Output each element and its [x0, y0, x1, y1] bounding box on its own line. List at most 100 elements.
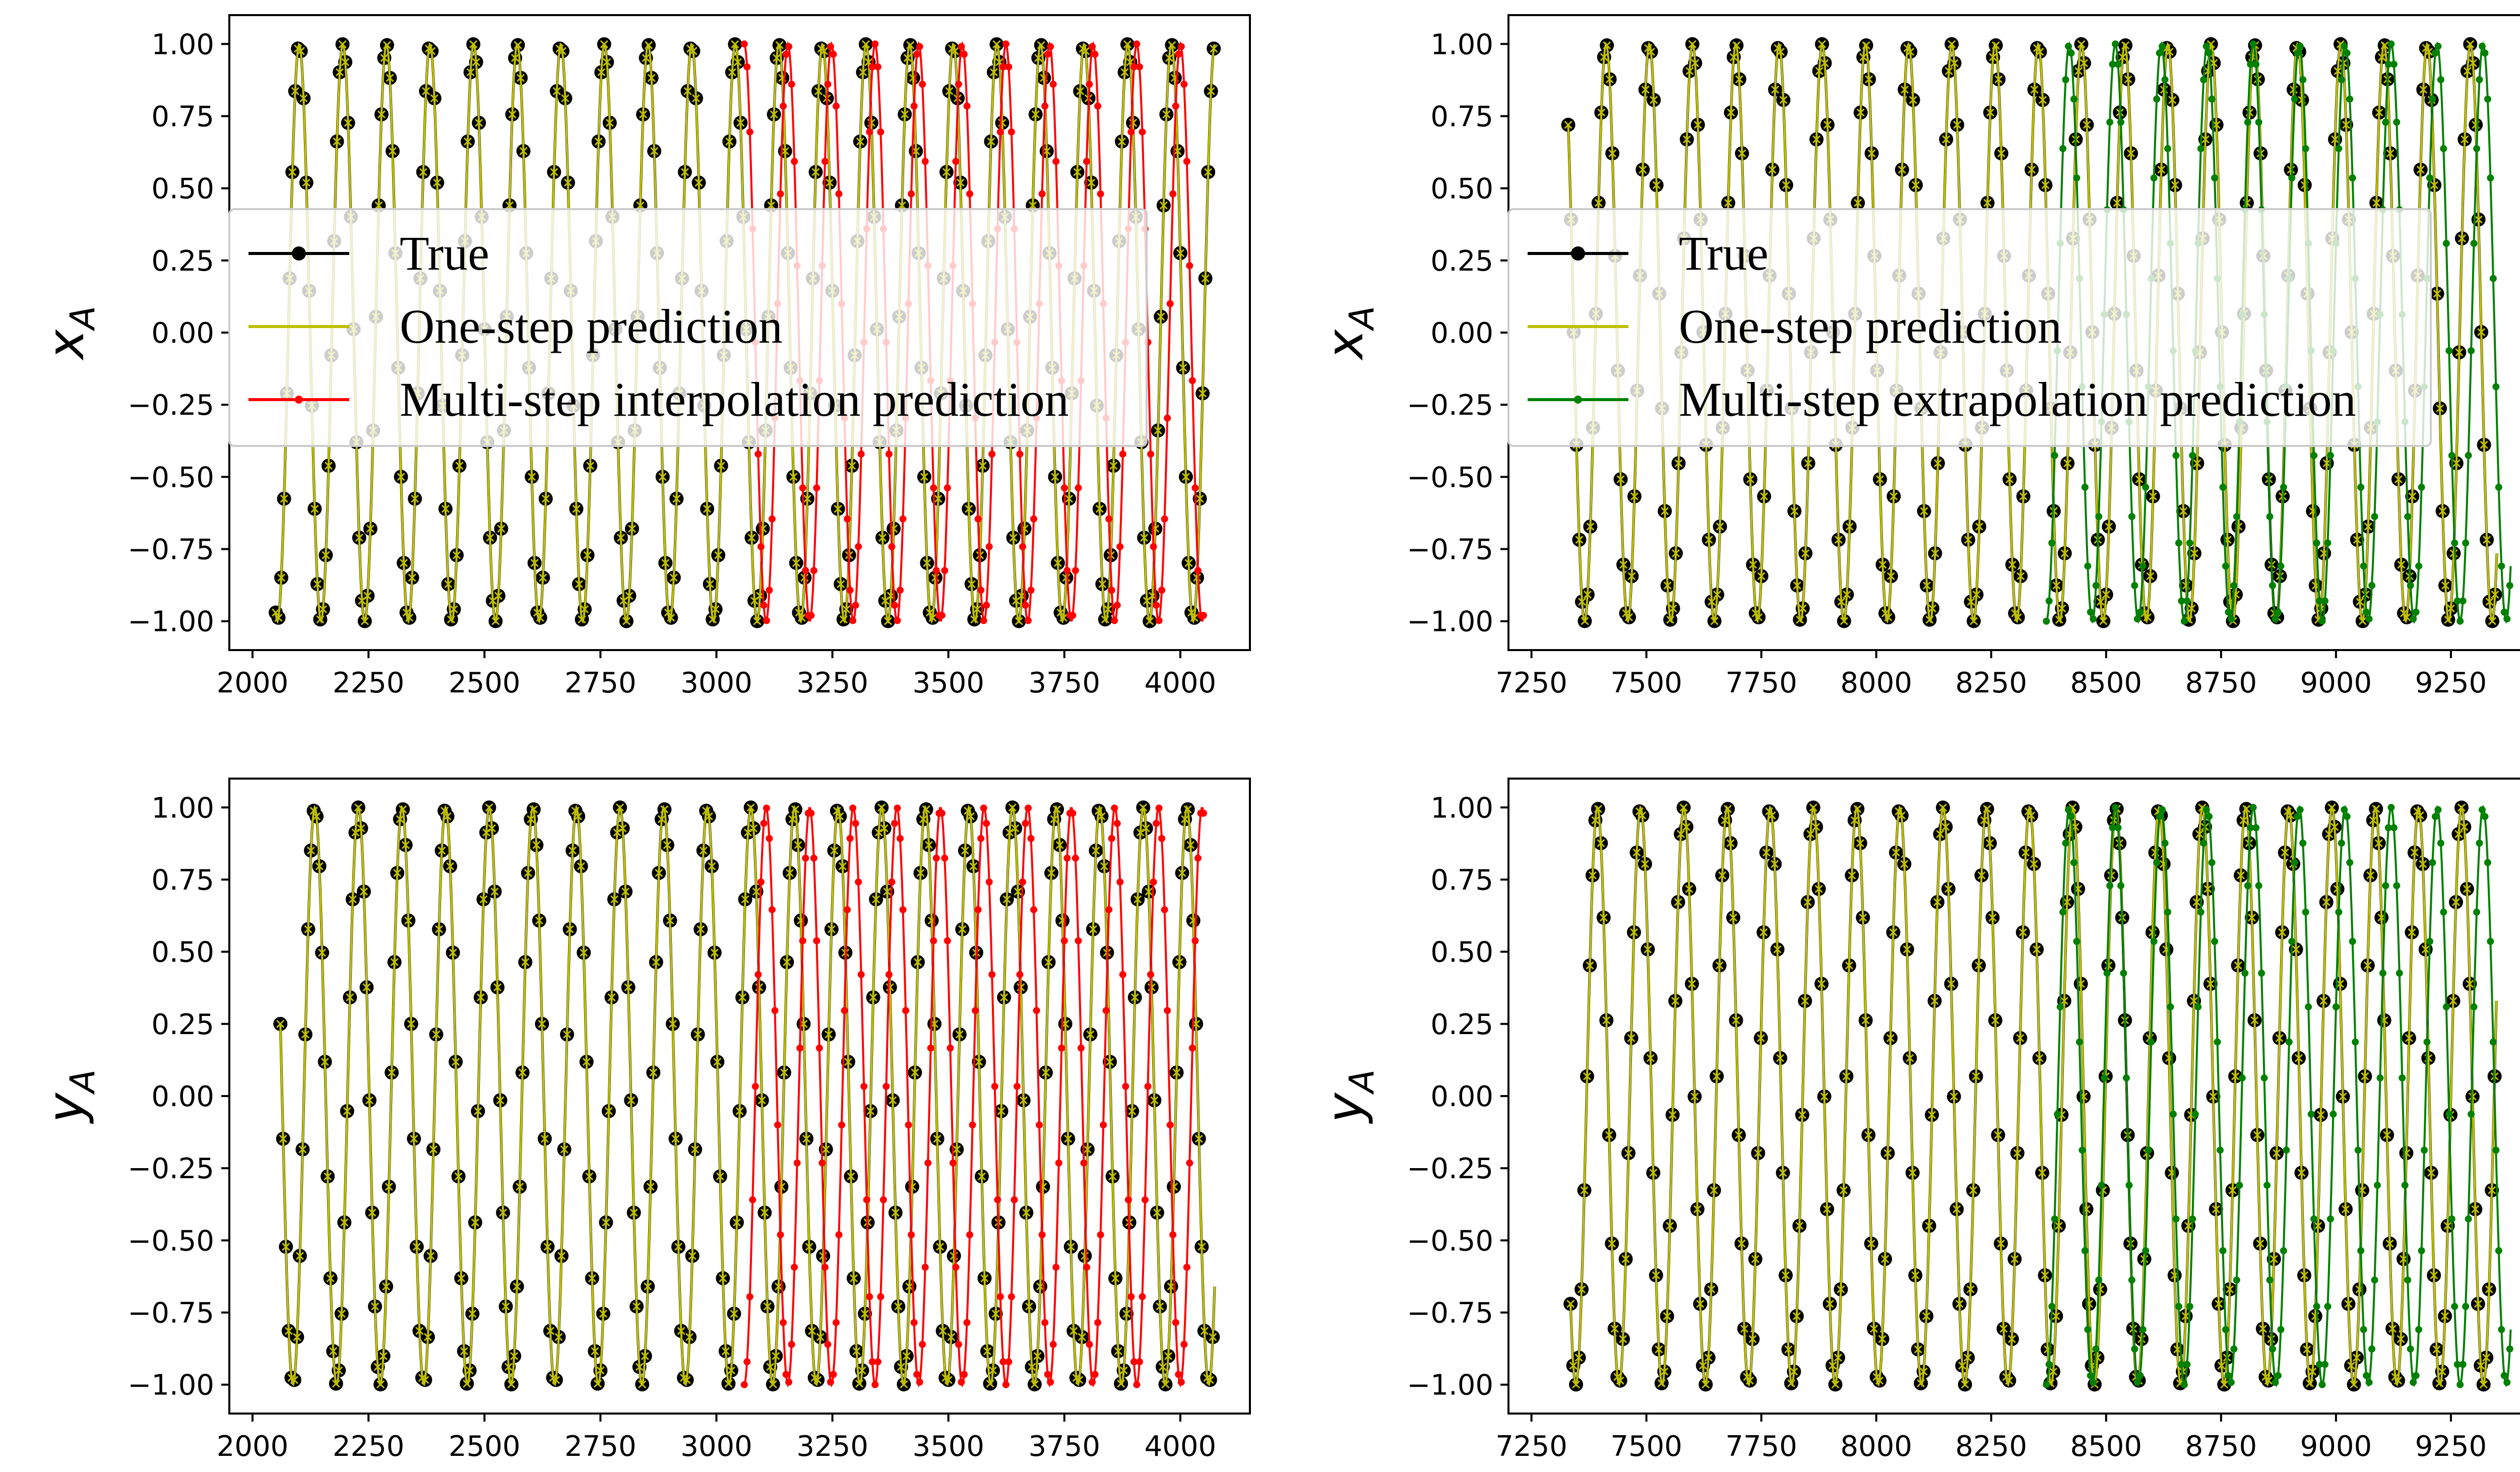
point-one-step [2393, 1376, 2403, 1385]
y-tick-label: 1.00 [1430, 28, 1493, 61]
point-one-step [1972, 1072, 1980, 1080]
point-one-step [1906, 47, 1915, 56]
point-one-step [386, 74, 394, 82]
point-one-step [494, 592, 502, 600]
point-one-step [1666, 1222, 1674, 1230]
point-one-step [605, 118, 614, 127]
series-one_step [276, 803, 1217, 1389]
point-one-step [377, 110, 386, 119]
point-one-step [2432, 1345, 2441, 1354]
point-one-step [633, 1302, 641, 1311]
point-one-step [1790, 1367, 1798, 1376]
point-extrapolation [2227, 1379, 2235, 1386]
x-tick-label: 2500 [449, 667, 521, 699]
point-one-step [2316, 1111, 2325, 1119]
point-one-step [1572, 1380, 1581, 1389]
point-one-step [1109, 462, 1118, 470]
point-one-step [1652, 181, 1661, 189]
point-one-step [849, 1274, 858, 1283]
point-extrapolation [2376, 1074, 2384, 1082]
point-extrapolation [2368, 582, 2376, 589]
series-line-interpolation [743, 807, 1205, 1388]
point-interpolation [1022, 819, 1029, 827]
point-interpolation [952, 158, 960, 165]
point-extrapolation [2197, 145, 2204, 152]
y-tick-label: 0.50 [151, 936, 214, 969]
point-one-step [1817, 980, 1826, 988]
point-extrapolation [2459, 597, 2467, 605]
point-one-step [894, 1302, 903, 1311]
point-extrapolation [2078, 1146, 2086, 1154]
x-tick-4: 3000 [680, 1414, 752, 1463]
point-interpolation [832, 1319, 840, 1326]
point-extrapolation [2418, 1247, 2425, 1254]
point-extrapolation [2465, 1215, 2472, 1223]
point-one-step [2485, 1285, 2493, 1294]
point-one-step [1608, 149, 1617, 158]
y-tick-label: −0.25 [128, 1153, 214, 1185]
x-tick-label: 9000 [2300, 667, 2372, 699]
point-extrapolation [2266, 513, 2274, 521]
point-extrapolation [2379, 970, 2386, 977]
point-one-step [1961, 1380, 1969, 1389]
point-interpolation [1127, 128, 1135, 136]
point-extrapolation [2067, 813, 2075, 820]
point-one-step [2342, 120, 2351, 129]
point-one-step [2058, 604, 2066, 613]
point-one-step [1083, 1145, 1092, 1154]
point-one-step [1732, 41, 1741, 50]
point-one-step [1920, 507, 1928, 516]
point-interpolation [877, 128, 885, 136]
point-extrapolation [2338, 840, 2345, 847]
point-extrapolation [2448, 452, 2455, 459]
point-one-step [1145, 887, 1153, 896]
point-interpolation [994, 1196, 1001, 1203]
x-tick-4: 3000 [680, 650, 752, 699]
point-extrapolation [2159, 42, 2166, 50]
point-interpolation [821, 158, 829, 165]
x-tick-0: 7250 [1495, 650, 1567, 699]
point-extrapolation [2429, 95, 2436, 103]
point-interpolation [1005, 63, 1013, 71]
point-extrapolation [2365, 1379, 2373, 1386]
point-one-step [1842, 1072, 1851, 1080]
point-extrapolation [2426, 938, 2433, 945]
point-one-step [936, 1243, 944, 1251]
point-one-step [2405, 1034, 2413, 1043]
y-tick-label: 0.50 [1430, 173, 1493, 206]
point-one-step [1856, 108, 1865, 117]
point-one-step [2350, 1380, 2358, 1389]
point-one-step [1708, 598, 1716, 606]
point-one-step [351, 828, 360, 837]
x-tick-label: 7750 [1725, 667, 1797, 699]
point-one-step [432, 1030, 440, 1039]
point-extrapolation [2440, 908, 2447, 916]
point-interpolation [1153, 819, 1160, 827]
point-one-step [1749, 560, 1757, 569]
point-extrapolation [2410, 615, 2417, 623]
point-interpolation [1150, 878, 1157, 886]
point-one-step [519, 147, 528, 155]
point-one-step [2135, 475, 2144, 484]
y-tick-1: −0.75 [128, 534, 229, 566]
point-one-step [724, 1379, 733, 1388]
point-one-step [928, 613, 937, 622]
point-one-step [666, 916, 674, 925]
point-one-step [1996, 1239, 2005, 1248]
point-one-step [332, 1379, 340, 1388]
point-one-step [1175, 958, 1184, 967]
point-one-step [942, 168, 951, 176]
point-one-step [660, 805, 669, 814]
legend-entry-one-step: One-step prediction [1528, 299, 2062, 353]
y-tick-8: 1.00 [151, 28, 229, 61]
point-one-step [658, 473, 667, 481]
point-one-step [664, 608, 672, 617]
point-one-step [736, 118, 745, 127]
point-interpolation [810, 854, 817, 862]
point-one-step [1064, 1134, 1073, 1143]
point-interpolation [980, 617, 987, 624]
point-interpolation [1060, 484, 1068, 492]
point-extrapolation [2448, 1215, 2455, 1223]
point-extrapolation [2484, 859, 2491, 866]
point-extrapolation [2307, 1110, 2315, 1118]
